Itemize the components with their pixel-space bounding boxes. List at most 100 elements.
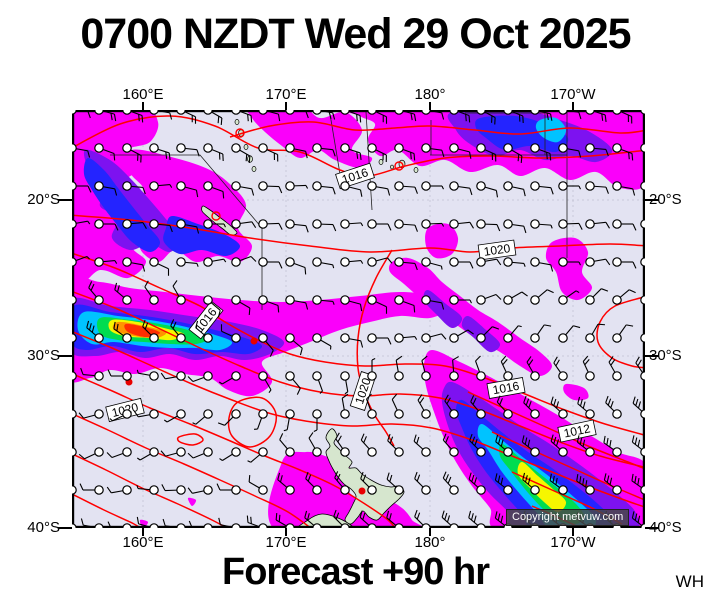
station-circle	[394, 333, 404, 343]
station-circle	[612, 409, 622, 419]
wind-barb	[608, 356, 622, 381]
wind-barb	[308, 432, 322, 457]
wind-barb	[476, 257, 502, 267]
wind-barb	[258, 143, 279, 162]
station-circle	[503, 485, 513, 495]
station-circle	[421, 181, 431, 191]
wind-barb	[367, 333, 392, 345]
station-circle	[231, 371, 241, 381]
rain-area-magenta	[388, 257, 552, 376]
wind-barb	[231, 219, 257, 229]
wind-barb	[476, 326, 500, 343]
wind-barb	[550, 396, 568, 419]
station-circle	[312, 447, 322, 457]
station-circle	[203, 523, 213, 528]
axis-label-right: 30°S	[649, 347, 682, 364]
axis-label-left: 30°S	[27, 347, 60, 364]
wind-barb	[340, 371, 350, 395]
wind-barb	[421, 295, 445, 310]
station-circle	[312, 181, 322, 191]
wind-barb	[285, 257, 307, 275]
axis-label-top: 170°E	[265, 86, 307, 103]
axis-label-left: 20°S	[27, 191, 60, 208]
wind-barb	[360, 433, 377, 457]
station-circle	[340, 143, 350, 153]
wind-barb	[549, 473, 568, 495]
axis-tick	[58, 355, 72, 357]
wind-barb	[503, 291, 528, 305]
station-circle	[285, 143, 295, 153]
station-circle	[503, 110, 513, 115]
wind-barb	[94, 257, 118, 267]
wind-barb	[142, 319, 159, 343]
wind-barb	[558, 143, 582, 158]
wind-barb	[530, 257, 554, 272]
station-circle	[231, 143, 241, 153]
station-circle	[640, 371, 645, 381]
station-circle	[476, 257, 486, 267]
station-circle	[421, 219, 431, 229]
wind-barb	[530, 289, 554, 305]
wind-barb	[421, 219, 445, 229]
station-circle	[176, 371, 186, 381]
small-island	[378, 159, 384, 165]
wind-barb	[442, 433, 459, 457]
wind-barb	[612, 219, 637, 231]
station-circle	[72, 143, 77, 153]
rain-area-blue	[83, 157, 161, 252]
wind-barb	[283, 409, 295, 432]
wind-barb	[340, 333, 364, 348]
isobar-line	[491, 431, 645, 501]
station-circle	[394, 295, 404, 305]
station-circle	[340, 485, 350, 495]
wind-barb	[144, 280, 159, 305]
axis-label-top: 180°	[414, 86, 446, 103]
station-circle	[340, 523, 350, 528]
wind-barb	[442, 471, 459, 495]
wind-barb	[558, 110, 582, 120]
wind-barb	[114, 282, 132, 305]
wind-barb	[476, 143, 497, 162]
wind-barb	[72, 181, 92, 193]
small-island	[234, 119, 240, 125]
rain-area-magenta	[545, 237, 593, 301]
station-circle	[530, 257, 540, 267]
station-circle	[149, 295, 159, 305]
station-circle	[367, 143, 377, 153]
station-circle	[312, 333, 322, 343]
station-circle	[258, 447, 268, 457]
station-circle	[558, 110, 568, 115]
station-circle	[203, 371, 213, 381]
station-circle	[503, 447, 513, 457]
wind-barb	[122, 143, 142, 163]
station-circle	[149, 143, 159, 153]
wind-barb	[231, 295, 251, 316]
station-circle	[530, 447, 540, 457]
station-circle	[421, 409, 431, 419]
station-circle	[449, 295, 459, 305]
wind-barb	[258, 333, 274, 357]
station-circle	[94, 143, 104, 153]
wind-barb	[612, 257, 637, 269]
wind-barb	[136, 485, 159, 495]
wind-barb	[476, 219, 501, 232]
station-circle	[503, 409, 513, 419]
small-island	[243, 144, 249, 150]
wind-barb	[582, 355, 595, 381]
station-circle	[585, 447, 595, 457]
wind-barb	[394, 143, 416, 161]
station-circle	[231, 523, 241, 528]
station-circle	[476, 523, 486, 528]
station-circle	[122, 371, 132, 381]
station-circle	[231, 110, 241, 115]
station-circle	[285, 485, 295, 495]
wind-barb	[72, 485, 77, 495]
station-circle	[394, 447, 404, 457]
wind-barb	[503, 143, 523, 164]
wind-barb	[367, 358, 377, 381]
wind-barb	[367, 143, 387, 163]
station-circle	[176, 295, 186, 305]
wind-barb	[203, 143, 224, 162]
wind-barb	[421, 181, 444, 191]
